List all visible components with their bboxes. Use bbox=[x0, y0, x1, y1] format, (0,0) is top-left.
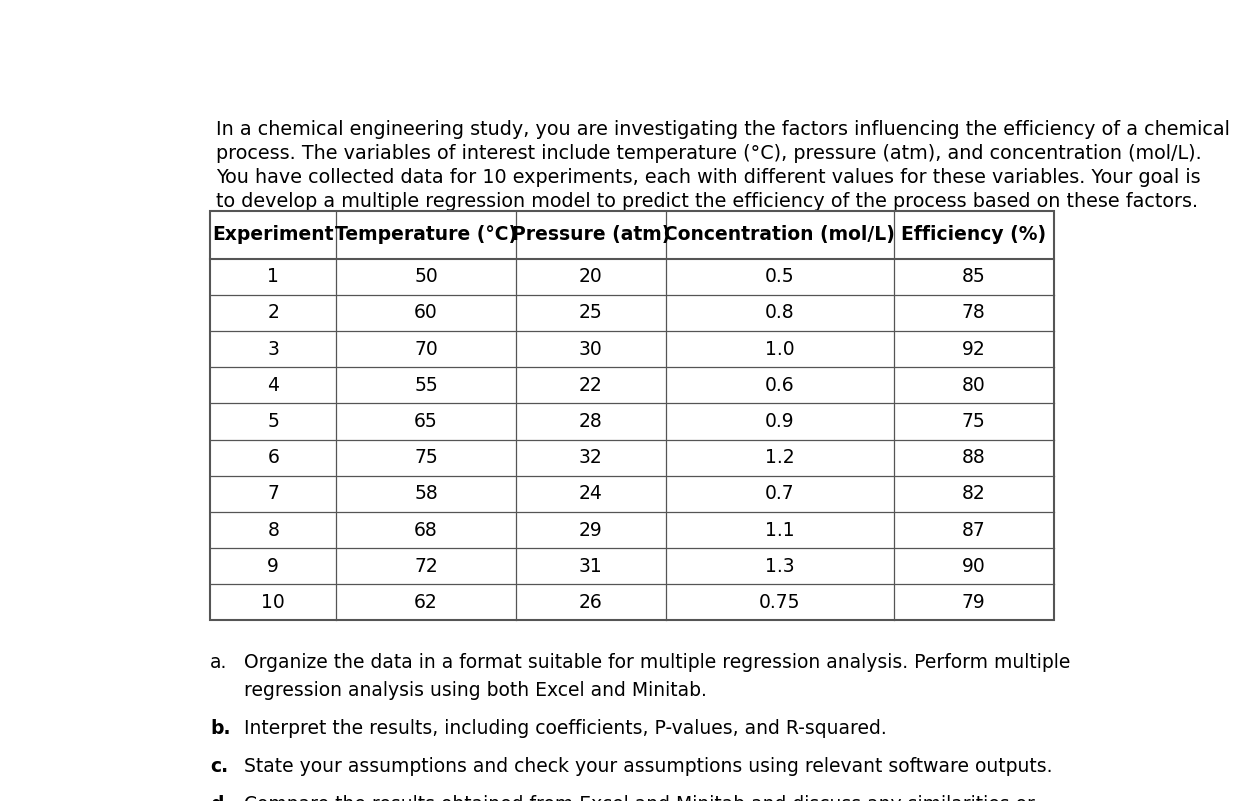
Text: 0.8: 0.8 bbox=[765, 304, 795, 322]
Text: 25: 25 bbox=[578, 304, 603, 322]
Text: 78: 78 bbox=[962, 304, 985, 322]
Text: 55: 55 bbox=[414, 376, 438, 395]
Text: to develop a multiple regression model to predict the efficiency of the process : to develop a multiple regression model t… bbox=[216, 191, 1199, 211]
Text: 50: 50 bbox=[414, 268, 438, 286]
Text: State your assumptions and check your assumptions using relevant software output: State your assumptions and check your as… bbox=[243, 757, 1052, 776]
Text: 58: 58 bbox=[414, 485, 438, 503]
Text: 31: 31 bbox=[578, 557, 603, 576]
Text: 3: 3 bbox=[267, 340, 279, 359]
Text: 0.75: 0.75 bbox=[759, 593, 801, 612]
Text: 2: 2 bbox=[267, 304, 279, 322]
Text: 92: 92 bbox=[962, 340, 985, 359]
Text: Interpret the results, including coefficients, P-values, and R-squared.: Interpret the results, including coeffic… bbox=[243, 719, 886, 738]
Text: 0.6: 0.6 bbox=[765, 376, 795, 395]
Text: 87: 87 bbox=[962, 521, 985, 540]
Text: 24: 24 bbox=[578, 485, 603, 503]
Bar bbox=[210, 211, 1053, 621]
Text: Temperature (°C): Temperature (°C) bbox=[335, 225, 517, 244]
Text: 1.1: 1.1 bbox=[765, 521, 795, 540]
Text: Compare the results obtained from Excel and Minitab and discuss any similarities: Compare the results obtained from Excel … bbox=[243, 795, 1035, 801]
Text: 72: 72 bbox=[414, 557, 438, 576]
Text: You have collected data for 10 experiments, each with different values for these: You have collected data for 10 experimen… bbox=[216, 167, 1201, 187]
Text: process. The variables of interest include temperature (°C), pressure (atm), and: process. The variables of interest inclu… bbox=[216, 144, 1203, 163]
Text: c.: c. bbox=[210, 757, 229, 776]
Text: Organize the data in a format suitable for multiple regression analysis. Perform: Organize the data in a format suitable f… bbox=[243, 653, 1070, 672]
Text: 0.7: 0.7 bbox=[765, 485, 795, 503]
Text: 1: 1 bbox=[267, 268, 279, 286]
Text: Pressure (atm): Pressure (atm) bbox=[512, 225, 670, 244]
Text: 30: 30 bbox=[578, 340, 603, 359]
Text: 62: 62 bbox=[414, 593, 438, 612]
Text: 0.9: 0.9 bbox=[765, 412, 795, 431]
Text: 7: 7 bbox=[267, 485, 279, 503]
Text: Efficiency (%): Efficiency (%) bbox=[901, 225, 1046, 244]
Text: 1.3: 1.3 bbox=[765, 557, 795, 576]
Text: 60: 60 bbox=[414, 304, 438, 322]
Text: 6: 6 bbox=[267, 448, 279, 467]
Text: 26: 26 bbox=[578, 593, 603, 612]
Text: b.: b. bbox=[210, 719, 231, 738]
Text: 5: 5 bbox=[267, 412, 279, 431]
Text: 28: 28 bbox=[578, 412, 603, 431]
Text: 88: 88 bbox=[962, 448, 985, 467]
Text: 82: 82 bbox=[962, 485, 985, 503]
Text: Experiment: Experiment bbox=[213, 225, 334, 244]
Text: 32: 32 bbox=[578, 448, 603, 467]
Text: 68: 68 bbox=[414, 521, 438, 540]
Text: 65: 65 bbox=[414, 412, 438, 431]
Text: In a chemical engineering study, you are investigating the factors influencing t: In a chemical engineering study, you are… bbox=[216, 120, 1230, 139]
Text: 20: 20 bbox=[578, 268, 603, 286]
Text: a.: a. bbox=[210, 653, 227, 672]
Text: 4: 4 bbox=[267, 376, 279, 395]
Text: d.: d. bbox=[210, 795, 231, 801]
Text: 80: 80 bbox=[962, 376, 985, 395]
Text: 10: 10 bbox=[262, 593, 286, 612]
Text: 75: 75 bbox=[962, 412, 985, 431]
Text: 0.5: 0.5 bbox=[765, 268, 795, 286]
Text: 9: 9 bbox=[267, 557, 279, 576]
Text: 29: 29 bbox=[578, 521, 603, 540]
Text: 8: 8 bbox=[267, 521, 279, 540]
Text: 75: 75 bbox=[414, 448, 438, 467]
Text: 85: 85 bbox=[962, 268, 985, 286]
Text: 70: 70 bbox=[414, 340, 438, 359]
Text: 22: 22 bbox=[578, 376, 603, 395]
Text: regression analysis using both Excel and Minitab.: regression analysis using both Excel and… bbox=[243, 682, 707, 700]
Text: 79: 79 bbox=[962, 593, 985, 612]
Text: 1.2: 1.2 bbox=[765, 448, 795, 467]
Text: 1.0: 1.0 bbox=[765, 340, 795, 359]
Text: Concentration (mol/L): Concentration (mol/L) bbox=[664, 225, 895, 244]
Text: 90: 90 bbox=[962, 557, 985, 576]
